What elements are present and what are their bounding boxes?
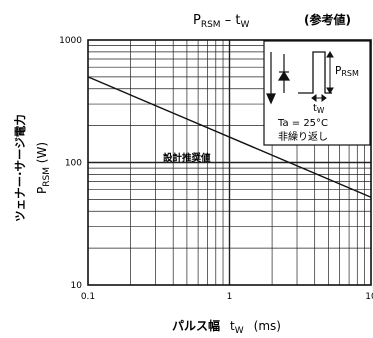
y-tick-label: 10 — [71, 281, 83, 291]
series-line — [87, 76, 372, 198]
inset-note: 非繰り返し — [278, 130, 328, 143]
y-tick-label: 100 — [65, 159, 82, 169]
chart-title-note: (参考値) — [304, 12, 351, 27]
x-axis-label: パルス幅 tW (ms) — [172, 318, 281, 336]
diode-icon — [277, 54, 291, 93]
chart-title: PRSM – tW — [193, 13, 249, 30]
curve-annotation: 設計推奨値 — [163, 152, 211, 164]
plot-frame — [87, 39, 372, 286]
inset-frame — [263, 40, 371, 146]
inset-p-label: PRSM — [335, 65, 359, 78]
amplitude-arrow-icon — [326, 51, 334, 94]
inset-legend: PRSM tW Ta = 25°C 非繰り返し — [263, 40, 371, 146]
width-arrow-icon — [311, 94, 327, 102]
arrow-down-icon — [266, 52, 276, 105]
inset-tw-label: tW — [313, 103, 325, 115]
y-axis-label-symbol: PRSM (W) — [35, 142, 52, 194]
tick-labels: 0.1 1 10 10 100 1000 — [59, 36, 373, 302]
x-tick-label: 0.1 — [81, 292, 95, 302]
x-tick-label: 1 — [227, 292, 233, 302]
pulse-waveform-icon — [298, 51, 332, 94]
y-tick-label: 1000 — [59, 36, 82, 46]
y-axis-label-jp: ツェナー·サージ電力 — [13, 114, 27, 222]
series-layer — [87, 76, 372, 198]
x-tick-label: 10 — [365, 292, 373, 302]
inset-condition: Ta = 25°C — [277, 118, 328, 129]
